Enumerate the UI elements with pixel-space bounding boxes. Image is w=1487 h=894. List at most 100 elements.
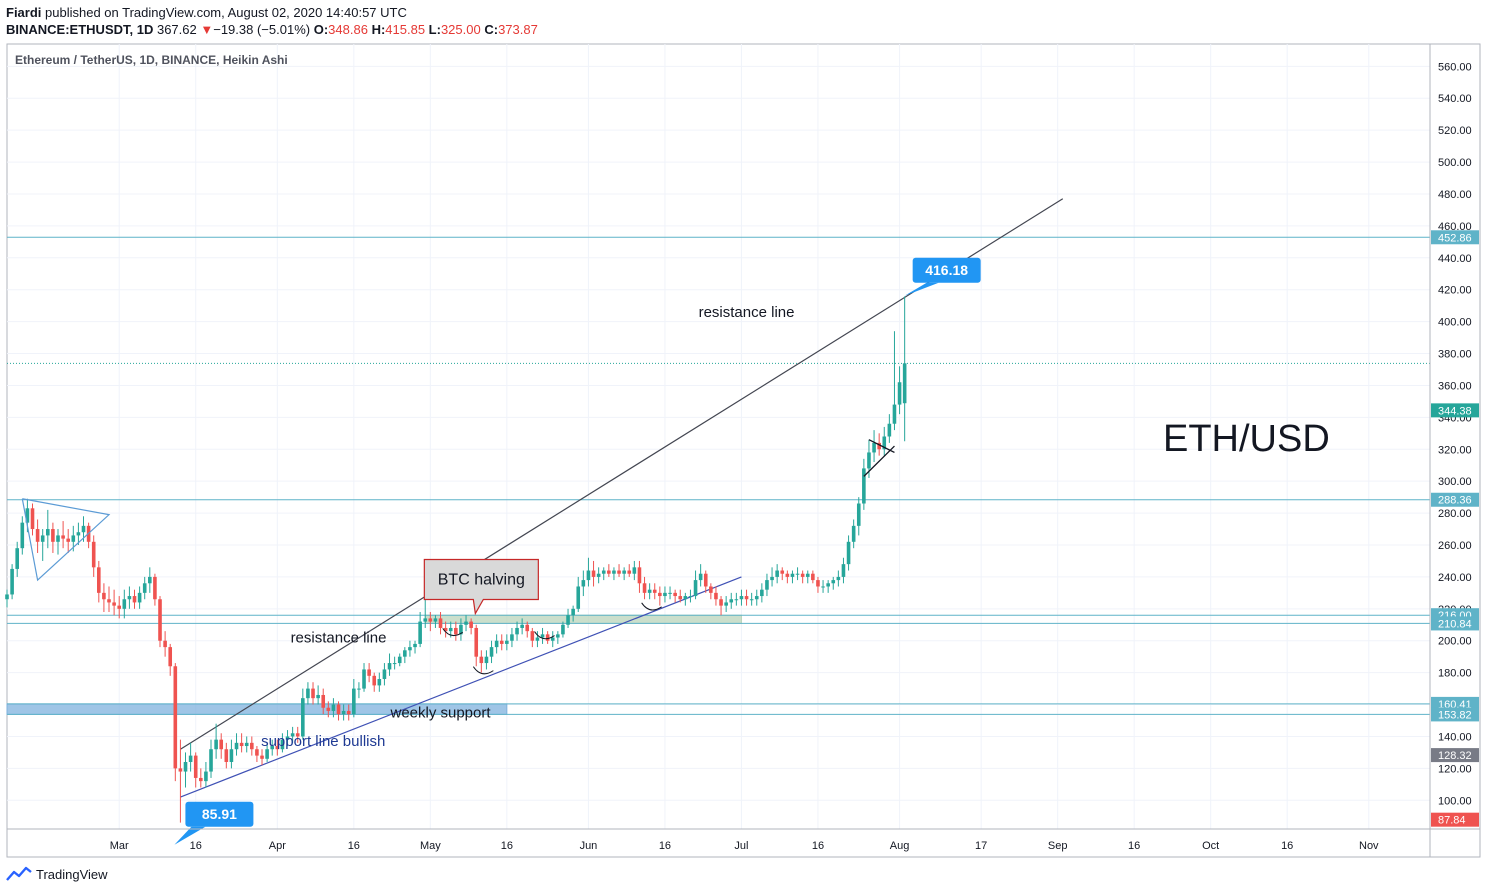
candle-body [897, 382, 902, 405]
x-tick-label: 17 [975, 840, 987, 852]
candle-body [515, 627, 519, 635]
candle-body [321, 694, 326, 708]
support-trend-line [180, 576, 742, 798]
candle-body [841, 564, 846, 577]
curved-arrow-icon [472, 666, 494, 675]
candle [148, 567, 152, 593]
x-tick-label: Apr [269, 840, 286, 852]
candle-body [260, 755, 264, 759]
candle [535, 631, 540, 648]
candle-body [448, 627, 453, 632]
candle-body [35, 529, 40, 542]
candle [505, 634, 509, 651]
candle-body [367, 669, 371, 676]
candle-body [295, 733, 300, 737]
candle [387, 653, 392, 676]
candle-body [209, 749, 213, 772]
badge-bg [1431, 492, 1479, 507]
price-change: −19.38 (−5.01%) [213, 22, 311, 37]
candle [566, 608, 570, 628]
candle [872, 430, 876, 463]
candle-body [239, 742, 244, 747]
y-tick-label: 260.00 [1438, 540, 1472, 552]
candle [290, 726, 295, 743]
low-value: 325.00 [440, 22, 481, 37]
price-badge: 153.82 [1431, 707, 1479, 722]
candle [408, 640, 412, 657]
candle [224, 742, 229, 769]
candle [357, 682, 361, 699]
y-tick-label: 360.00 [1438, 380, 1472, 392]
price-axis[interactable]: 100.00120.00140.00160.00180.00200.00220.… [1438, 61, 1472, 807]
author-name: Fiardi [6, 5, 42, 20]
candle [652, 583, 657, 600]
candle-body [499, 640, 504, 644]
candle [851, 519, 856, 549]
candle [326, 701, 331, 718]
candle-body [408, 647, 412, 651]
candle-body [362, 669, 366, 689]
y-tick-label: 440.00 [1438, 253, 1472, 265]
candle-body [301, 698, 305, 737]
candle [173, 663, 178, 782]
candle-body [459, 624, 463, 635]
candle-body [158, 599, 162, 641]
candle [591, 560, 596, 587]
candle [729, 592, 734, 609]
candle [321, 688, 326, 715]
candle-body [566, 615, 570, 625]
candle [234, 733, 239, 756]
candle-body [775, 570, 779, 577]
candle-body [443, 627, 448, 632]
candle-body [494, 640, 499, 648]
candle [102, 583, 106, 613]
candle-body [229, 749, 234, 762]
annotations: resistance line resistance line weekly sup… [174, 257, 981, 845]
candle [107, 586, 111, 613]
candle-body [765, 580, 769, 590]
candle [209, 739, 213, 778]
candle-body [780, 570, 785, 574]
candle [423, 596, 428, 628]
candle-body [56, 535, 60, 542]
candle-body [846, 541, 851, 565]
price-badge: 128.32 [1431, 748, 1479, 763]
candle [311, 682, 315, 705]
candle-body [581, 580, 586, 587]
candle [306, 682, 310, 705]
candle [265, 742, 269, 762]
candle [301, 688, 305, 740]
close-label: C: [484, 22, 499, 37]
price-badges: 452.86344.38288.36216.00210.84160.41153.… [1431, 230, 1479, 827]
candle [897, 366, 902, 415]
candle [51, 522, 55, 553]
candle [362, 663, 366, 692]
candle-body [336, 704, 341, 715]
candle-body [867, 452, 871, 469]
callout-bg [912, 257, 981, 283]
candle [229, 739, 234, 769]
candle-body [199, 777, 203, 782]
candle-body [622, 570, 626, 574]
candle-body [505, 640, 509, 644]
candle-body [224, 749, 229, 762]
candle [760, 583, 764, 603]
candle-body [862, 468, 866, 504]
candle [494, 634, 499, 654]
candle-body [816, 580, 820, 587]
candle-body [800, 573, 805, 577]
candle [642, 576, 647, 600]
candle-body [153, 576, 157, 600]
badge-label: 87.84 [1438, 815, 1466, 827]
candle [703, 570, 708, 593]
candle [596, 567, 601, 584]
curved-arrow-icon [534, 631, 555, 640]
candle [163, 631, 167, 657]
x-tick-label: 16 [348, 840, 360, 852]
badge-label: 128.32 [1438, 750, 1472, 762]
badge-bg [1431, 230, 1479, 245]
candle-body [346, 710, 351, 715]
candle [46, 509, 50, 549]
time-axis[interactable]: Mar 16 Apr 16 May 16 Jun 16 Jul 16 Aug 17 Sep 16 Oct 16… [110, 840, 1379, 852]
